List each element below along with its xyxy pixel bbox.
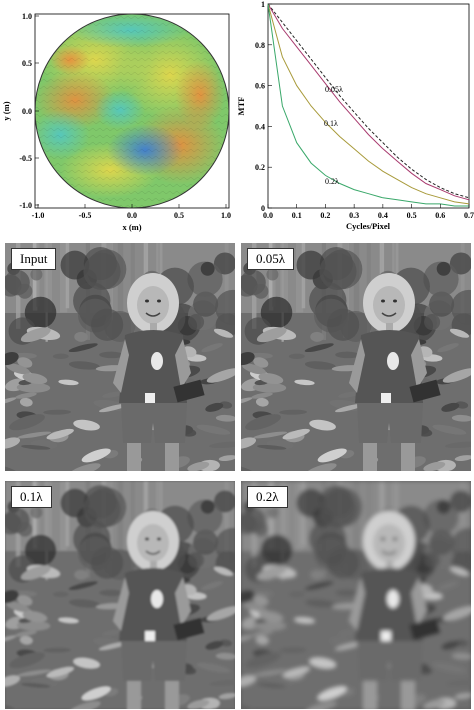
photo-label-005: 0.05λ — [247, 248, 295, 270]
map-x-axis-label: x (m) — [122, 222, 141, 232]
mtf-xtick-label: 0.1 — [292, 211, 302, 220]
map-ytick-label: -0.5 — [19, 154, 32, 163]
photo-0.1-lambda: 0.1λ — [5, 481, 235, 709]
mtf-plot-panel: 0.0 0.1 0.2 0.3 0.4 0.5 0.6 0.7 1 0.8 0.6 0.4 0.2 0 0… — [236, 0, 474, 236]
map-ytick-label: 1.0 — [22, 12, 32, 21]
curve-label-005: 0.05λ — [325, 85, 343, 94]
photo-input: Input — [5, 243, 235, 471]
mtf-ytick-label: 0 — [261, 204, 265, 213]
scene-content — [5, 481, 235, 709]
mtf-series-group — [267, 3, 470, 207]
mtf-ytick-label: 0.4 — [255, 122, 265, 131]
map-ytick-label: 0.0 — [22, 107, 32, 116]
wavefront-map-panel: -1.0 -0.5 0.0 0.5 1.0 1.0 0.5 0.0 -0.5 -… — [0, 0, 237, 236]
photo-label-02: 0.2λ — [247, 486, 288, 508]
mtf-frame — [267, 3, 470, 209]
photo-label-input: Input — [11, 248, 57, 270]
map-ytick-label: -1.0 — [19, 201, 32, 210]
scene-content — [241, 481, 471, 709]
scene-image — [241, 243, 471, 471]
scene-image — [5, 481, 235, 709]
mtf-xtick-label: 0.4 — [378, 211, 388, 220]
mtf-xtick-label: 0.6 — [435, 211, 445, 220]
mtf-xtick-label: 0.7 — [464, 211, 474, 220]
mtf-series-line — [267, 3, 469, 207]
photo-label-01: 0.1λ — [11, 486, 52, 508]
photo-0.2-lambda: 0.2λ — [241, 481, 471, 709]
mtf-xtick-label: 0.3 — [349, 211, 359, 220]
mtf-y-axis-label: MTF — [237, 97, 246, 116]
map-y-ticks: 1.0 0.5 0.0 -0.5 -1.0 — [19, 12, 39, 210]
map-x-ticks: -1.0 -0.5 0.0 0.5 1.0 — [32, 204, 231, 220]
mtf-xtick-label: 0.2 — [320, 211, 330, 220]
map-xtick-label: -0.5 — [79, 211, 92, 220]
curve-label-01: 0.1λ — [324, 119, 338, 128]
map-xtick-label: 0.0 — [127, 211, 137, 220]
mtf-plot-svg: 0.0 0.1 0.2 0.3 0.4 0.5 0.6 0.7 1 0.8 0.6 0.4 0.2 0 0… — [236, 0, 474, 231]
map-ytick-label: 0.5 — [22, 59, 32, 68]
mtf-ticks-group: 0.0 0.1 0.2 0.3 0.4 0.5 0.6 0.7 1 0.8 0.6 0.4 0.2 0 — [255, 0, 474, 220]
map-xtick-label: 1.0 — [221, 211, 231, 220]
mtf-ytick-label: 1 — [261, 0, 265, 9]
mtf-x-axis-label: Cycles/Pixel — [346, 221, 391, 231]
mtf-series-line — [267, 3, 470, 205]
mtf-xtick-label: 0.5 — [407, 211, 417, 220]
mtf-ytick-label: 0.2 — [255, 163, 265, 172]
map-xtick-label: -1.0 — [32, 211, 45, 220]
mtf-series-line — [267, 3, 470, 199]
wavefront-map-svg: -1.0 -0.5 0.0 0.5 1.0 1.0 0.5 0.0 -0.5 -… — [1, 12, 231, 232]
mtf-ytick-label: 0.6 — [255, 82, 265, 91]
wavefront-colormap — [35, 14, 229, 208]
map-xtick-label: 0.5 — [174, 211, 184, 220]
map-y-axis-label: y (m) — [1, 101, 11, 120]
scene-content — [241, 243, 471, 471]
scene-image — [5, 243, 235, 471]
scene-image — [241, 481, 471, 709]
mtf-series-line — [267, 3, 470, 201]
scene-content — [5, 243, 235, 471]
photo-0.05-lambda: 0.05λ — [241, 243, 471, 471]
mtf-xtick-label: 0.0 — [263, 211, 273, 220]
mtf-ytick-label: 0.8 — [255, 41, 265, 50]
curve-label-02: 0.2λ — [325, 177, 339, 186]
